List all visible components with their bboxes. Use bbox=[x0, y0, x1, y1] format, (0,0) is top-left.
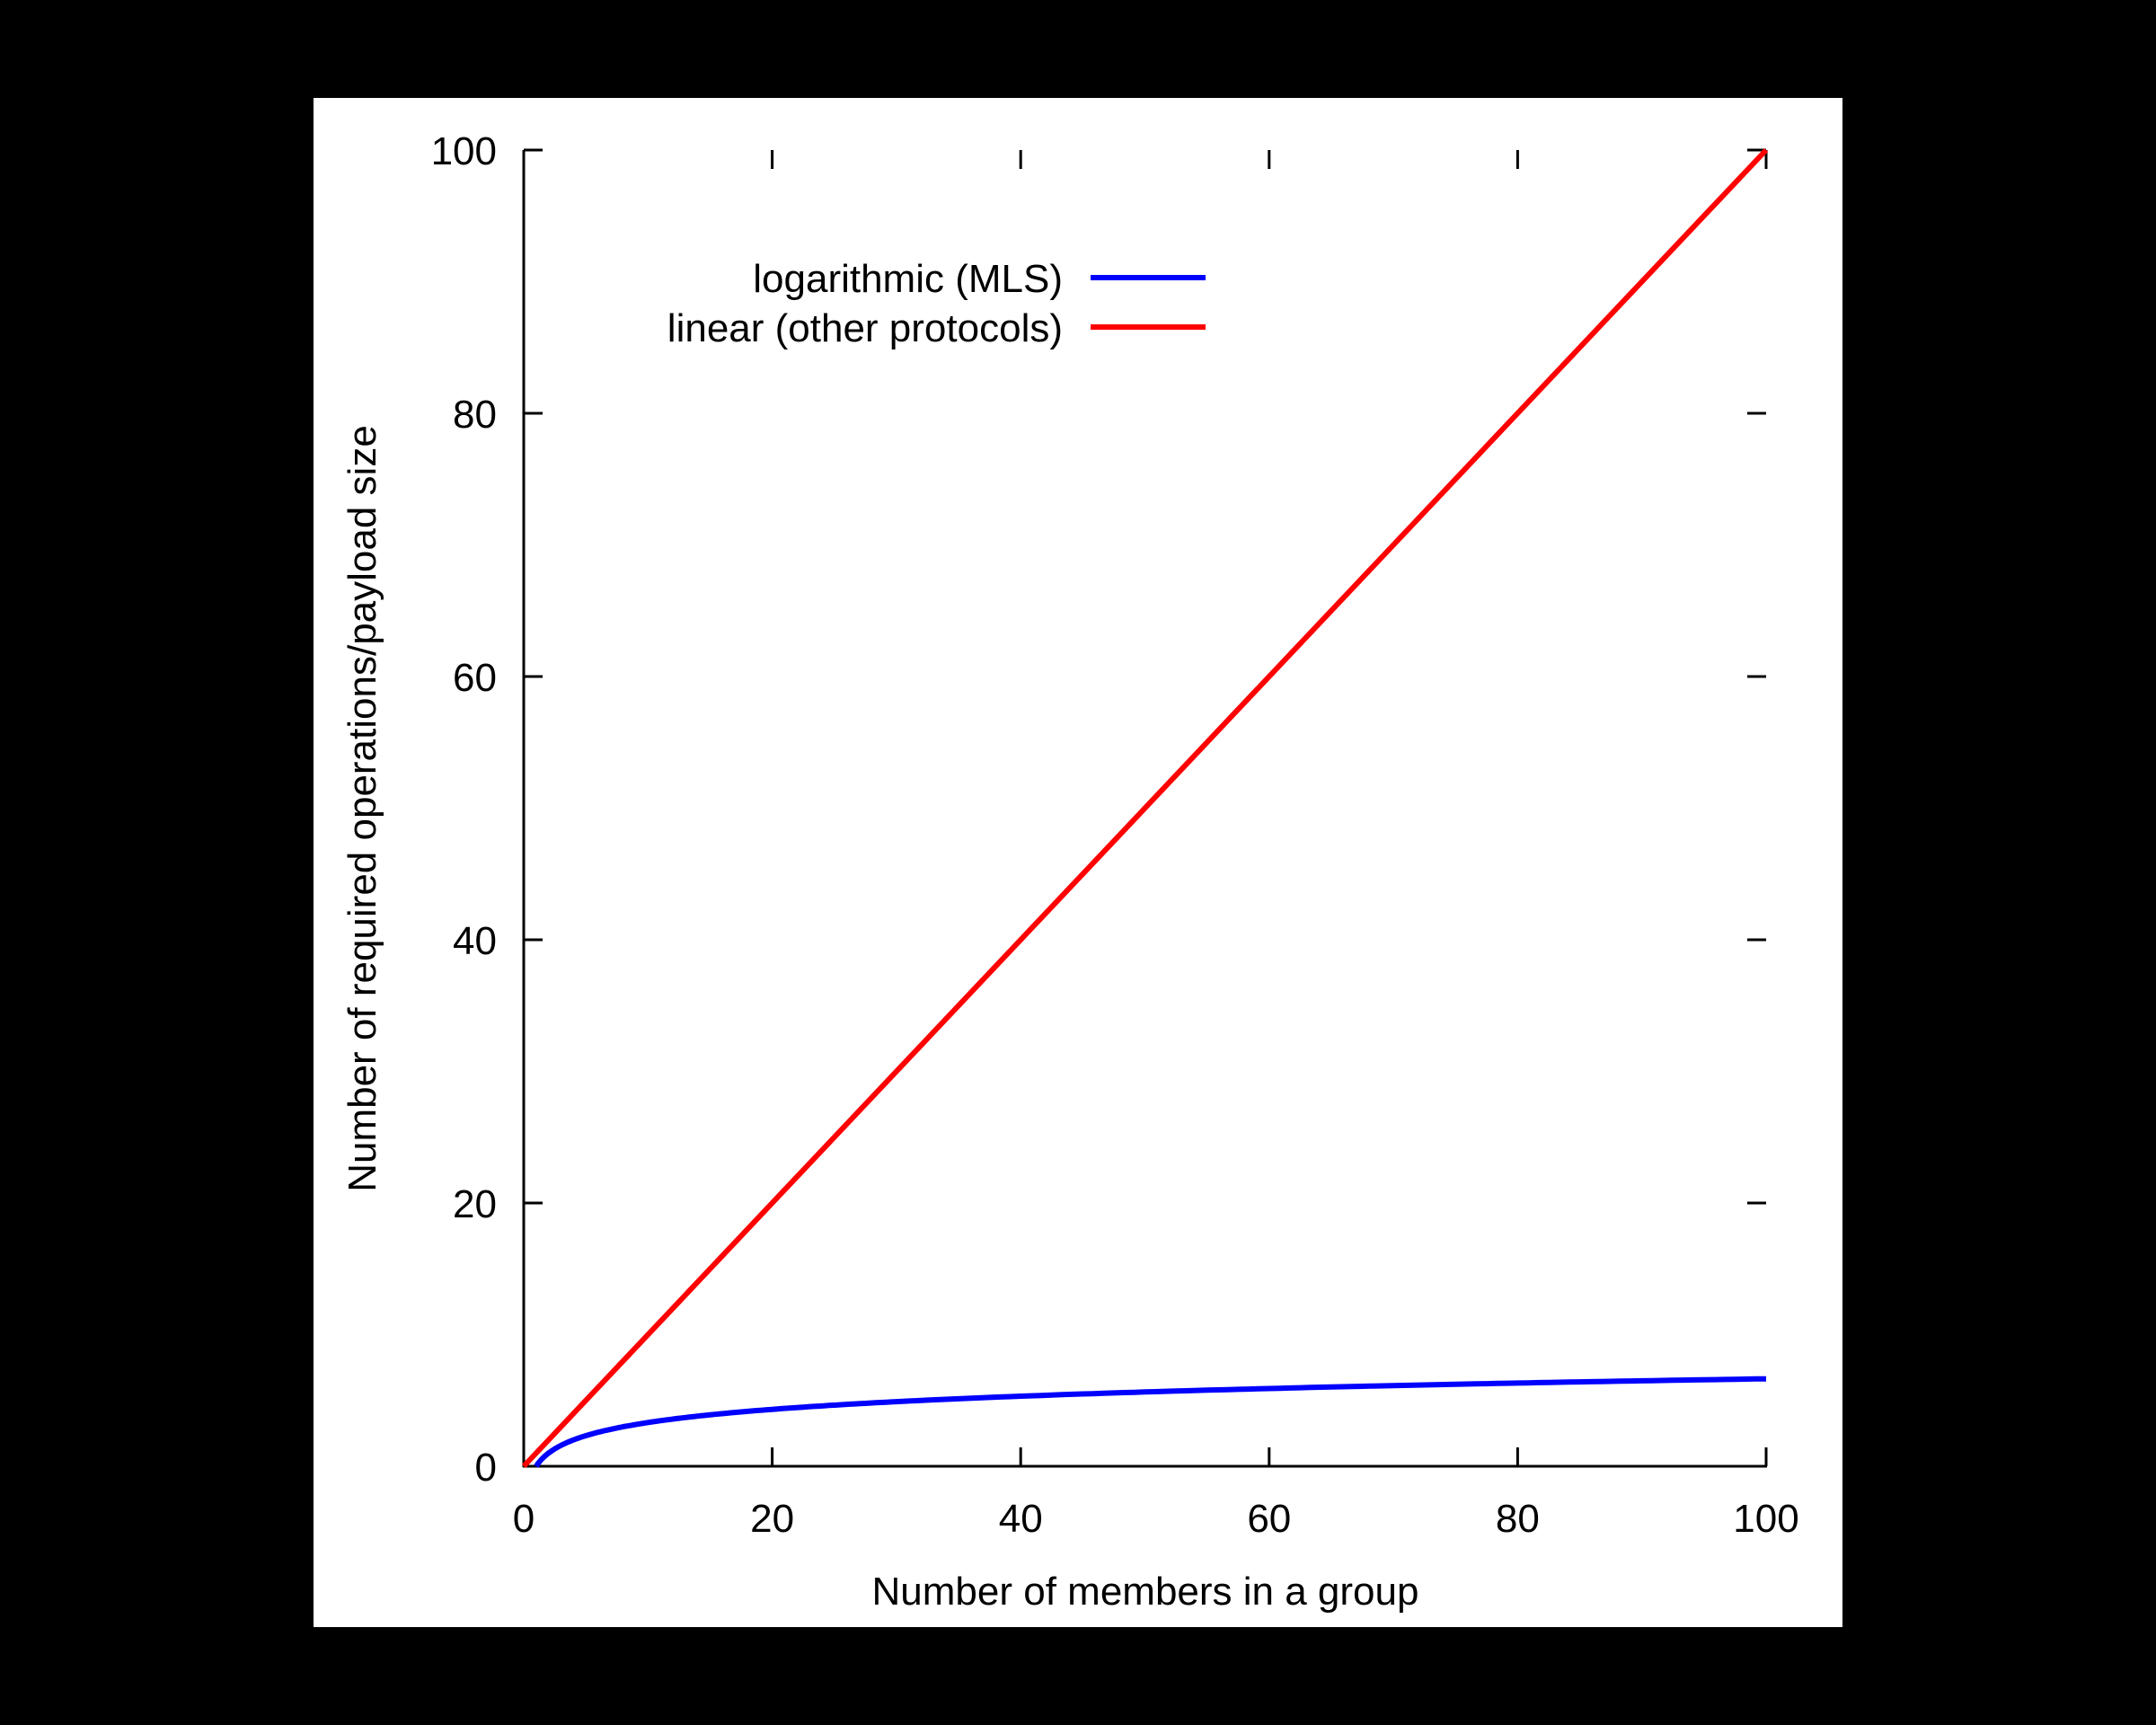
x-tick-label: 20 bbox=[750, 1497, 794, 1541]
x-ticks: 0 20 40 60 80 100 bbox=[513, 150, 1799, 1541]
x-tick-label: 80 bbox=[1496, 1497, 1540, 1541]
x-tick-label: 40 bbox=[999, 1497, 1043, 1541]
x-axis-title: Number of members in a group bbox=[872, 1570, 1419, 1614]
y-ticks: 0 20 40 60 80 100 bbox=[431, 129, 1766, 1490]
series-layer bbox=[521, 147, 1769, 1469]
chart-panel bbox=[314, 98, 1842, 1627]
x-tick-label: 0 bbox=[513, 1497, 535, 1541]
legend-label-linear: linear (other protocols) bbox=[667, 306, 1063, 350]
series-logarithmic-line bbox=[534, 1376, 1767, 1468]
series-linear-line bbox=[521, 147, 1769, 1469]
legend-label-logarithmic: logarithmic (MLS) bbox=[753, 257, 1063, 301]
y-tick-label: 20 bbox=[453, 1182, 497, 1226]
y-axis-title: Number of required operations/payload si… bbox=[340, 425, 384, 1192]
x-tick-label: 100 bbox=[1733, 1497, 1798, 1541]
y-tick-label: 0 bbox=[475, 1446, 497, 1490]
axes bbox=[522, 150, 1767, 1468]
y-tick-label: 40 bbox=[453, 919, 497, 963]
legend: logarithmic (MLS) linear (other protocol… bbox=[667, 257, 1206, 350]
x-tick-label: 60 bbox=[1247, 1497, 1291, 1541]
y-tick-label: 80 bbox=[453, 393, 497, 437]
y-tick-label: 100 bbox=[431, 129, 497, 173]
y-tick-label: 60 bbox=[453, 656, 497, 700]
